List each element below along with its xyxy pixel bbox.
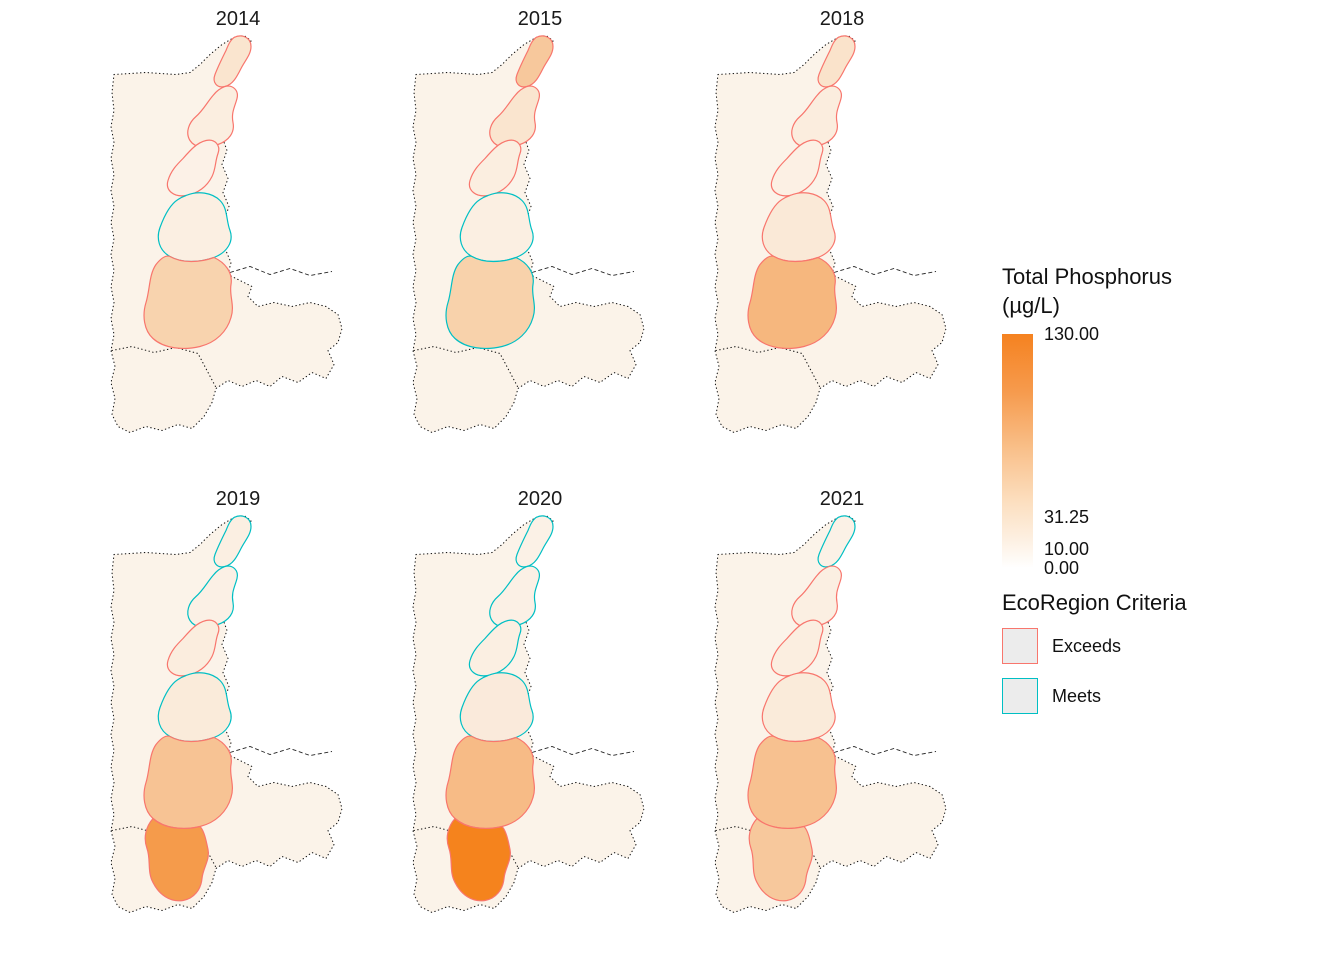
map-panel-2020: 2020 — [390, 486, 690, 932]
map-panel-2014: 2014 — [88, 6, 388, 452]
phosphorus-legend-title-line2: (µg/L) — [1002, 293, 1060, 318]
meets-key-label: Meets — [1052, 685, 1102, 706]
watershed-5 — [143, 735, 234, 830]
phosphorus-colorbar — [1002, 334, 1033, 568]
choropleth-map — [110, 34, 343, 434]
watershed-5 — [747, 735, 838, 830]
colorbar-tick-0: 0.00 — [1044, 558, 1080, 578]
meets-key-swatch — [1002, 678, 1038, 714]
phosphorus-legend-title-line1: Total Phosphorus — [1002, 264, 1172, 289]
legend-key-meets: Meets — [1002, 678, 1101, 714]
legend-key-exceeds: Exceeds — [1002, 628, 1121, 664]
inner-dashed-line — [229, 746, 333, 756]
panel-title: 2015 — [517, 8, 563, 30]
watershed-5 — [445, 735, 536, 830]
watershed-5 — [747, 255, 838, 350]
inner-dashed-line — [833, 746, 937, 756]
panel-title: 2018 — [819, 8, 865, 30]
inner-dashed-line — [531, 266, 635, 276]
panel-title: 2021 — [819, 488, 865, 510]
inner-dashed-line — [833, 266, 937, 276]
map-panel-2018: 2018 — [692, 6, 992, 452]
choropleth-map — [714, 514, 947, 914]
exceeds-key-label: Exceeds — [1052, 635, 1122, 656]
watershed-5 — [445, 255, 536, 350]
exceeds-key-swatch — [1002, 628, 1038, 664]
colorbar-tick-10: 10.00 — [1044, 539, 1090, 559]
map-panel-2019: 2019 — [88, 486, 388, 932]
choropleth-map — [110, 514, 343, 914]
inner-dashed-line — [531, 746, 635, 756]
colorbar-tick-31: 31.25 — [1044, 507, 1090, 527]
panel-title: 2020 — [517, 488, 563, 510]
choropleth-map — [412, 34, 645, 434]
map-panel-2021: 2021 — [692, 486, 992, 932]
inner-dashed-line — [229, 266, 333, 276]
watershed-5 — [143, 255, 234, 350]
choropleth-map — [412, 514, 645, 914]
panel-title: 2014 — [215, 8, 261, 30]
legend: Total Phosphorus (µg/L) 130.00 31.25 10.… — [1002, 262, 1342, 714]
panel-title: 2019 — [215, 488, 261, 510]
colorbar-tick-130: 130.00 — [1044, 324, 1100, 344]
map-panel-2015: 2015 — [390, 6, 690, 452]
choropleth-map — [714, 34, 947, 434]
criteria-legend-title: EcoRegion Criteria — [1002, 590, 1187, 615]
